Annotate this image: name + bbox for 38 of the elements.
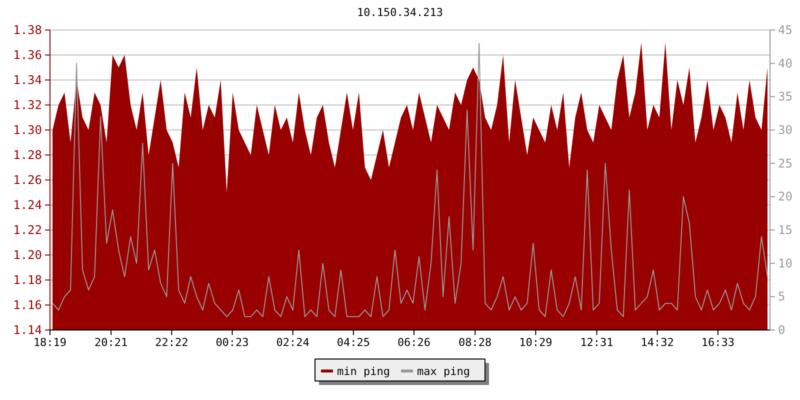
y-tick-label: 1.32 bbox=[13, 98, 42, 112]
y-tick-label: 1.14 bbox=[13, 323, 42, 337]
y-tick-label: 1.30 bbox=[13, 123, 42, 137]
y2-tick-label: 30 bbox=[778, 123, 792, 137]
y-tick-label: 1.36 bbox=[13, 48, 42, 62]
x-tick-label: 04:25 bbox=[336, 336, 370, 349]
y-tick-label: 1.26 bbox=[13, 173, 42, 187]
y2-tick-label: 15 bbox=[778, 223, 792, 237]
x-tick-label: 20:21 bbox=[94, 336, 128, 349]
y-tick-label: 1.22 bbox=[13, 223, 42, 237]
y-tick-label: 1.34 bbox=[13, 73, 42, 87]
chart-title: 10.150.34.213 bbox=[356, 6, 444, 19]
y2-tick-label: 5 bbox=[778, 290, 786, 304]
y-tick-label: 1.20 bbox=[13, 248, 42, 262]
y-tick-label: 1.24 bbox=[13, 198, 42, 212]
x-tick-label: 10:29 bbox=[519, 336, 552, 349]
y-tick-label: 1.38 bbox=[13, 23, 42, 37]
x-tick-label: 06:26 bbox=[397, 336, 431, 349]
y2-tick-label: 35 bbox=[778, 90, 792, 104]
x-tick-label: 16:33 bbox=[701, 336, 734, 349]
x-tick-label: 18:19 bbox=[33, 336, 67, 349]
y-tick-label: 1.28 bbox=[13, 148, 42, 162]
y2-tick-label: 45 bbox=[778, 23, 792, 37]
x-tick-label: 02:24 bbox=[276, 336, 310, 349]
x-tick-label: 14:32 bbox=[640, 336, 674, 349]
legend-label: max ping bbox=[417, 365, 470, 378]
x-tick-label: 00:23 bbox=[216, 336, 249, 349]
y2-tick-label: 25 bbox=[778, 156, 792, 170]
legend-label: min ping bbox=[337, 365, 390, 378]
y2-tick-label: 10 bbox=[778, 256, 792, 270]
x-tick-label: 08:28 bbox=[458, 336, 492, 349]
x-tick-label: 22:22 bbox=[155, 336, 188, 349]
y2-tick-label: 20 bbox=[778, 190, 792, 204]
y2-tick-label: 0 bbox=[778, 323, 786, 337]
y-tick-label: 1.16 bbox=[13, 298, 42, 312]
y-tick-label: 1.18 bbox=[13, 273, 42, 287]
x-tick-label: 12:31 bbox=[580, 336, 614, 349]
y2-tick-label: 40 bbox=[778, 56, 792, 70]
